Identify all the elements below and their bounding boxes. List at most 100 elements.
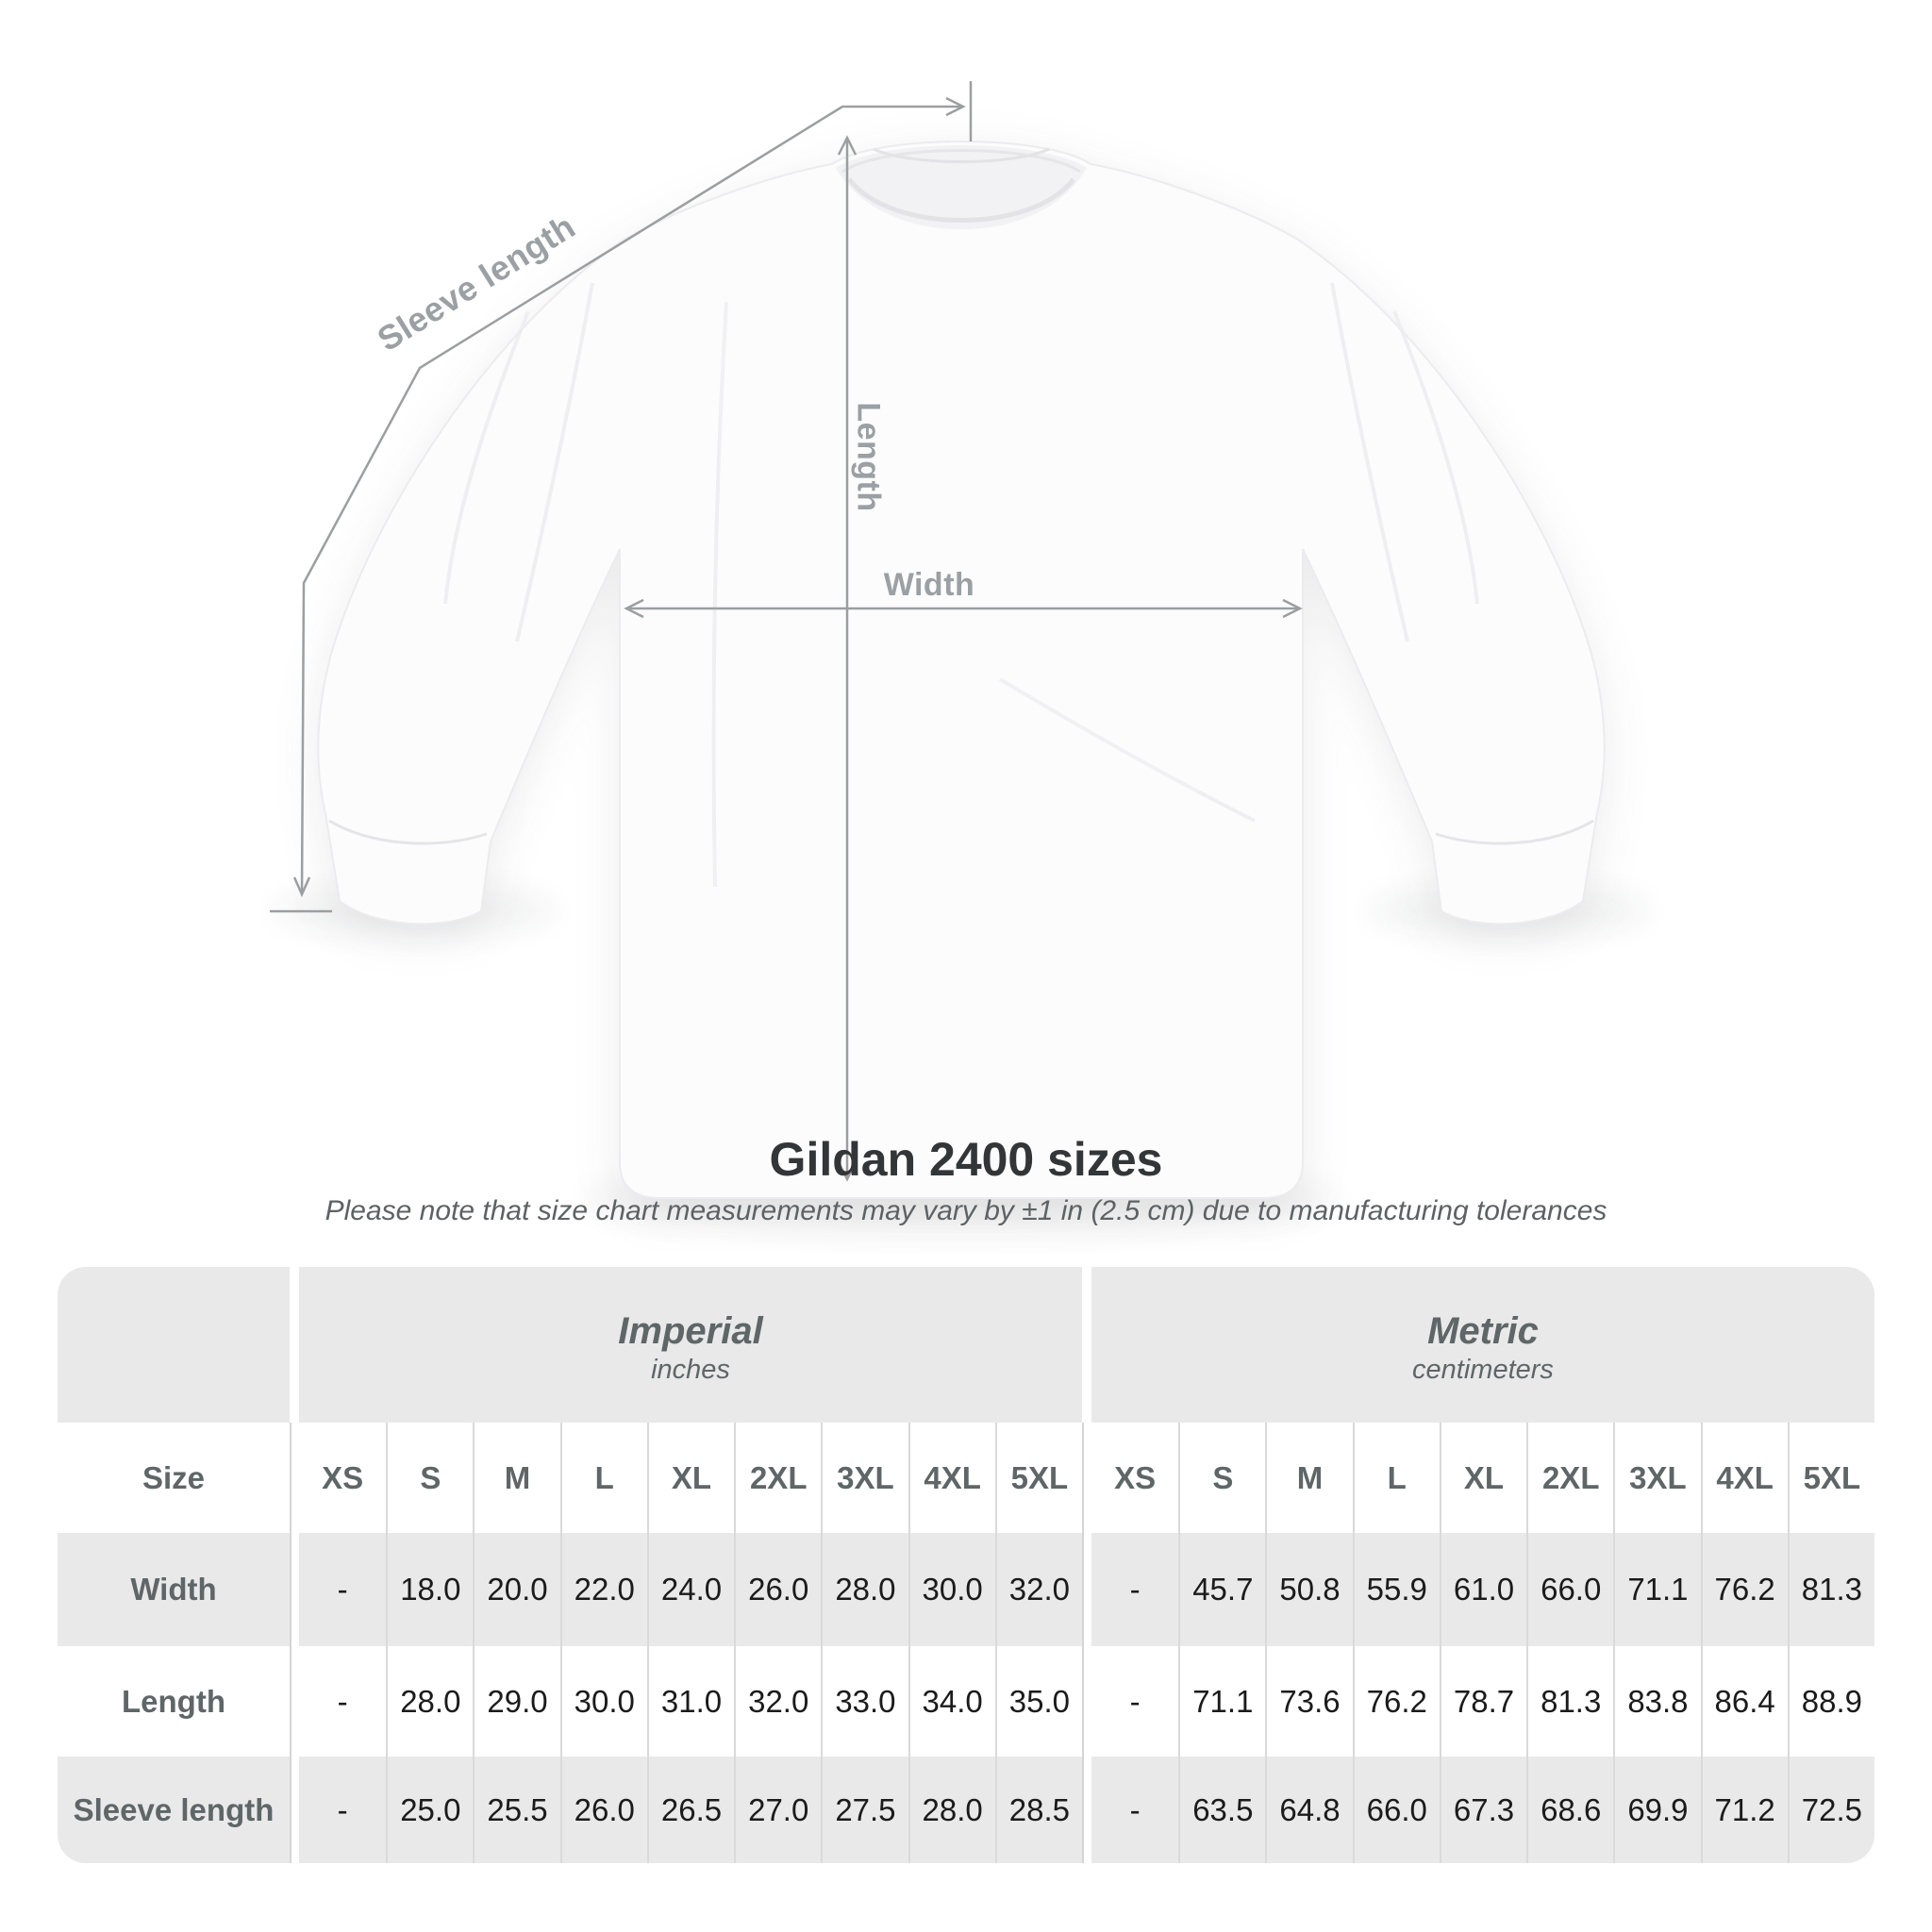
table-cell-value: 81.3 bbox=[1526, 1646, 1613, 1757]
table-cell-value: 30.0 bbox=[908, 1533, 995, 1646]
table-cell-value: 34.0 bbox=[908, 1646, 995, 1757]
size-col-header: XL bbox=[646, 1423, 734, 1533]
table-cell-value: 69.9 bbox=[1613, 1757, 1701, 1863]
shirt-image bbox=[270, 81, 1651, 1230]
column-gap bbox=[290, 1646, 299, 1757]
group-label-metric: Metric bbox=[1427, 1309, 1539, 1352]
column-gap bbox=[1081, 1757, 1091, 1863]
page-subtitle: Please note that size chart measurements… bbox=[325, 1195, 1607, 1226]
table-cell-value: 24.0 bbox=[646, 1533, 735, 1646]
table-cell-value: 55.9 bbox=[1352, 1533, 1440, 1646]
table-cell-value: 25.5 bbox=[473, 1757, 560, 1863]
group-label-imperial: Imperial bbox=[618, 1309, 763, 1352]
group-header-metric: Metric centimeters bbox=[1091, 1267, 1874, 1423]
table-cell-value: 83.8 bbox=[1613, 1646, 1700, 1757]
size-col-header: L bbox=[559, 1423, 647, 1533]
table-cell-value: 76.2 bbox=[1700, 1533, 1788, 1646]
width-label: Width bbox=[883, 567, 975, 603]
column-gap bbox=[1081, 1423, 1091, 1533]
table-cell-value: - bbox=[1129, 1683, 1141, 1719]
size-col-header: 4XL bbox=[908, 1423, 995, 1533]
table-cell-value: 50.8 bbox=[1265, 1533, 1353, 1646]
size-col-header: 5XL bbox=[994, 1423, 1082, 1533]
table-cell-value: 66.0 bbox=[1526, 1533, 1614, 1646]
table-cell-value: - bbox=[299, 1533, 387, 1646]
table-cell-value: 27.5 bbox=[821, 1757, 908, 1863]
table-cell-value: - bbox=[299, 1757, 387, 1863]
row-label-sleeve-length: Sleeve length bbox=[58, 1757, 290, 1863]
table-cell-value: - bbox=[1091, 1757, 1179, 1863]
band-corner bbox=[58, 1267, 290, 1423]
row-label-width: Width bbox=[58, 1533, 290, 1646]
size-col-header: 5XL bbox=[1787, 1423, 1874, 1533]
table-cell-value: 28.0 bbox=[908, 1757, 995, 1863]
table-cell-value: - bbox=[1091, 1533, 1179, 1646]
size-col-header: S bbox=[386, 1423, 473, 1533]
table-cell-value: 35.0 bbox=[994, 1646, 1082, 1757]
table-cell-value: - bbox=[337, 1683, 348, 1719]
group-header-imperial: Imperial inches bbox=[299, 1267, 1082, 1423]
table-cell-value: 45.7 bbox=[1178, 1533, 1266, 1646]
table-cell-value: 28.0 bbox=[386, 1646, 473, 1757]
page-title: Gildan 2400 sizes bbox=[769, 1133, 1163, 1186]
table-cell-value: 33.0 bbox=[821, 1646, 908, 1757]
table-cell-value: 88.9 bbox=[1787, 1646, 1874, 1757]
table-cell-value: 78.7 bbox=[1439, 1646, 1526, 1757]
shirt-body bbox=[317, 141, 1606, 1199]
table-cell-value: 30.0 bbox=[559, 1646, 647, 1757]
band-gap bbox=[290, 1267, 299, 1423]
table-cell-value: 63.5 bbox=[1178, 1757, 1266, 1863]
column-gap bbox=[1081, 1533, 1091, 1646]
group-sublabel-metric: centimeters bbox=[1412, 1354, 1554, 1385]
table-cell-value: 20.0 bbox=[473, 1533, 560, 1646]
row-label-length: Length bbox=[122, 1683, 225, 1719]
size-col-header: 3XL bbox=[821, 1423, 908, 1533]
table-cell-value: 66.0 bbox=[1352, 1757, 1440, 1863]
table-cell-value: 26.5 bbox=[646, 1757, 735, 1863]
shirt-diagram: Sleeve length Length Width bbox=[270, 81, 1651, 1230]
size-col-header: M bbox=[1265, 1423, 1352, 1533]
table-cell-value: 71.1 bbox=[1178, 1646, 1265, 1757]
group-sublabel-imperial: inches bbox=[651, 1354, 730, 1385]
table-cell-value: 73.6 bbox=[1265, 1646, 1352, 1757]
table-cell-value: 28.5 bbox=[994, 1757, 1082, 1863]
length-arrow bbox=[837, 135, 858, 1182]
sleeve-length-arrow bbox=[270, 81, 973, 913]
width-arrow bbox=[624, 598, 1303, 619]
column-gap bbox=[290, 1533, 299, 1646]
table-cell-value: 29.0 bbox=[473, 1646, 559, 1757]
left-cuff-seam bbox=[328, 819, 488, 845]
length-label: Length bbox=[850, 402, 887, 512]
table-cell-value: 32.0 bbox=[994, 1533, 1082, 1646]
table-cell-value: 22.0 bbox=[559, 1533, 647, 1646]
table-cell-value: 31.0 bbox=[646, 1646, 734, 1757]
size-col-header: XS bbox=[322, 1459, 364, 1495]
table-cell-value: 86.4 bbox=[1700, 1646, 1788, 1757]
table-cell-value: 27.0 bbox=[734, 1757, 822, 1863]
table-cell-value: 18.0 bbox=[386, 1533, 474, 1646]
table-cell-value: 64.8 bbox=[1265, 1757, 1353, 1863]
size-col-header: 4XL bbox=[1700, 1423, 1788, 1533]
size-col-header: L bbox=[1352, 1423, 1440, 1533]
table-cell-value: 71.1 bbox=[1613, 1533, 1701, 1646]
table-cell-value: 28.0 bbox=[821, 1533, 908, 1646]
table-cell-value: 68.6 bbox=[1526, 1757, 1614, 1863]
table-cell-value: 26.0 bbox=[734, 1533, 822, 1646]
size-col-header: 3XL bbox=[1613, 1423, 1700, 1533]
table-cell-value: 61.0 bbox=[1439, 1533, 1527, 1646]
table-cell-value: 25.0 bbox=[386, 1757, 474, 1863]
size-header: Size bbox=[142, 1459, 206, 1495]
table-cell-value: 76.2 bbox=[1352, 1646, 1440, 1757]
column-gap bbox=[290, 1423, 299, 1533]
size-col-header: 2XL bbox=[1526, 1423, 1613, 1533]
table-cell-value: 71.2 bbox=[1700, 1757, 1788, 1863]
table-cell-value: 26.0 bbox=[559, 1757, 647, 1863]
size-col-header: M bbox=[473, 1423, 559, 1533]
right-cuff-seam bbox=[1435, 819, 1594, 845]
table-cell-value: 72.5 bbox=[1787, 1757, 1874, 1863]
size-col-header: 2XL bbox=[734, 1423, 821, 1533]
size-col-header: XL bbox=[1439, 1423, 1526, 1533]
table-cell-value: 81.3 bbox=[1787, 1533, 1874, 1646]
column-gap bbox=[290, 1757, 299, 1863]
column-gap bbox=[1081, 1646, 1091, 1757]
